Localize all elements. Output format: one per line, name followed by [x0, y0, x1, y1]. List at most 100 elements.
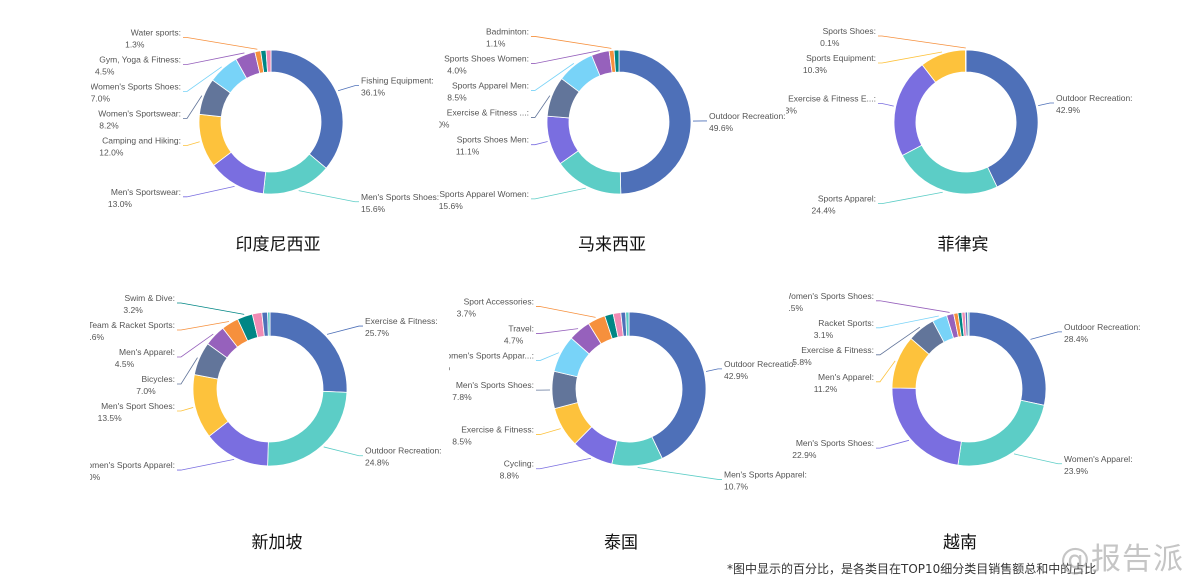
chart-title: 菲律宾	[863, 230, 1063, 255]
label-leader-line	[536, 307, 596, 318]
slice-value-label: 5.8%	[792, 357, 812, 367]
label-leader-line	[177, 322, 229, 330]
slice-value-label: 42.9%	[1056, 105, 1081, 115]
donut-chart: Fishing Equipment:36.1%Men's Sports Shoe…	[91, 20, 451, 240]
slice-label: Travel:	[508, 324, 534, 334]
slice-value-label: 3.1%	[814, 330, 834, 340]
donut-slice[interactable]	[966, 50, 1038, 187]
donut-slice[interactable]	[626, 312, 629, 336]
slice-value-label: 25.7%	[365, 328, 390, 338]
donut-slice[interactable]	[968, 312, 969, 336]
chart-title: 印度尼西亚	[178, 230, 378, 255]
slice-label: Men's Sports Shoes:	[361, 192, 439, 202]
label-leader-line	[706, 369, 722, 372]
label-leader-line	[531, 188, 586, 199]
slice-value-label: 23.9%	[1064, 466, 1089, 476]
label-leader-line	[177, 459, 234, 470]
slice-value-label: 42.9%	[724, 371, 749, 381]
slice-value-label: 10.3%	[803, 65, 828, 75]
slice-value-label: 13.5%	[98, 413, 123, 423]
slice-value-label: 15.6%	[361, 204, 386, 214]
slice-value-label: 8.5%	[447, 92, 467, 102]
slice-label: Men's Sports Shoes:	[796, 438, 874, 448]
donut-slice[interactable]	[892, 388, 961, 465]
label-leader-line	[183, 186, 235, 196]
label-leader-line	[338, 86, 359, 91]
slice-value-label: 14.0%	[90, 472, 101, 482]
label-leader-line	[1014, 454, 1062, 464]
slice-label: Outdoor Recreation:	[709, 111, 786, 121]
slice-label: Water sports:	[131, 27, 181, 37]
slice-value-label: 7.8%	[449, 363, 451, 373]
slice-value-label: 7.8%	[452, 392, 472, 402]
slice-value-label: 8.2%	[99, 120, 119, 130]
slice-label: Sports Equipment:	[806, 53, 876, 63]
slice-value-label: 4.5%	[95, 66, 115, 76]
slice-value-label: 1.1%	[486, 38, 506, 48]
donut-slice[interactable]	[270, 312, 347, 392]
slice-label: Sports Apparel:	[818, 194, 876, 204]
chart-title: 新加坡	[177, 528, 377, 553]
donut-slice[interactable]	[268, 391, 347, 466]
slice-label: Women's Sports Shoes:	[91, 81, 181, 91]
donut-slice[interactable]	[271, 50, 343, 168]
label-leader-line	[536, 458, 591, 469]
slice-label: Outdoor Recreation:	[1056, 93, 1133, 103]
chart-title: 泰国	[521, 528, 721, 553]
donut-slice[interactable]	[894, 65, 936, 156]
label-leader-line	[876, 440, 909, 448]
slice-label: Exercise & Fitness:	[461, 425, 534, 435]
donut-slice[interactable]	[263, 154, 326, 194]
slice-label: Bicycles:	[141, 374, 175, 384]
label-leader-line	[324, 447, 363, 456]
slice-label: Exercise & Fitness:	[365, 316, 438, 326]
label-leader-line	[183, 37, 257, 49]
label-leader-line	[1038, 103, 1054, 106]
slice-label: Men's Sportswear:	[111, 187, 181, 197]
label-leader-line	[638, 468, 722, 480]
chart-title: 马来西亚	[512, 230, 712, 255]
slice-value-label: 10.7%	[724, 481, 749, 491]
donut-chart: Exercise & Fitness:25.7%Outdoor Recreati…	[90, 287, 450, 507]
slice-value-label: 28.4%	[1064, 334, 1089, 344]
slice-value-label: 1.5%	[789, 303, 804, 313]
slice-value-label: 8.5%	[452, 437, 472, 447]
label-leader-line	[878, 36, 966, 48]
donut-slice[interactable]	[268, 312, 270, 336]
label-leader-line	[876, 301, 950, 313]
watermark: @报告派	[1060, 534, 1184, 578]
donut-slice[interactable]	[629, 312, 706, 458]
label-leader-line	[531, 142, 548, 145]
slice-value-label: 24.8%	[365, 458, 390, 468]
slice-label: Women's Sportswear:	[98, 108, 181, 118]
slice-value-label: 4.0%	[447, 65, 467, 75]
donut-chart: Outdoor Recreation:49.6%Sports Apparel W…	[439, 20, 799, 240]
slice-label: Camping and Hiking:	[102, 135, 181, 145]
slice-label: Team & Racket Sports:	[90, 320, 175, 330]
slice-value-label: 11.1%	[456, 147, 480, 157]
donut-slice[interactable]	[969, 312, 1046, 405]
slice-label: Men's Apparel:	[818, 372, 874, 382]
slice-label: Sport Accessories:	[464, 297, 534, 307]
label-leader-line	[183, 142, 200, 146]
slice-value-label: 3.2%	[123, 305, 143, 315]
slice-label: Sports Shoes Men:	[457, 135, 529, 145]
slice-label: Cycling:	[504, 459, 534, 469]
slice-label: Men's Sports Shoes:	[456, 380, 534, 390]
label-leader-line	[878, 192, 943, 203]
slice-label: Women's Sports Apparel:	[90, 460, 175, 470]
slice-label: Women's Apparel:	[1064, 454, 1133, 464]
slice-value-label: 4.7%	[504, 336, 524, 346]
slice-label: Women's Sports Shoes:	[789, 291, 874, 301]
chart-title: 越南	[860, 528, 1060, 553]
slice-label: Outdoor Recreatio:	[724, 359, 796, 369]
slice-label: Sports Shoes:	[823, 26, 876, 36]
donut-slice[interactable]	[619, 50, 691, 194]
donut-slice[interactable]	[902, 145, 997, 194]
donut-slice[interactable]	[958, 400, 1044, 466]
donut-slice[interactable]	[552, 371, 578, 408]
label-leader-line	[177, 407, 193, 411]
slice-value-label: 22.9%	[792, 450, 817, 460]
donut-chart: Outdoor Recreatio:42.9%Men's Sports Appa…	[449, 287, 809, 507]
label-leader-line	[1030, 332, 1062, 340]
